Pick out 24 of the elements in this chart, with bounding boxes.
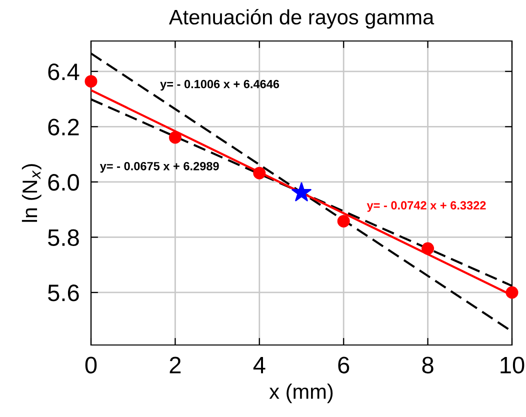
y-tick-label: 6.0: [48, 174, 79, 191]
x-tick-label: 10: [500, 356, 524, 374]
annotation: y= - 0.1006 x + 6.4646: [160, 80, 280, 91]
y-tick-label: 6.2: [48, 118, 79, 136]
point: [84, 75, 98, 88]
y-tick-label: 5.8: [48, 229, 79, 246]
x-axis-title: x (mm): [269, 384, 333, 404]
y-tick-label: 5.6: [48, 284, 79, 302]
point: [422, 242, 434, 255]
point: [168, 131, 182, 144]
point: [506, 286, 518, 299]
chart-title: Atenuación de rayos gamma: [168, 8, 434, 29]
x-tick-label: 0: [85, 356, 97, 374]
point: [337, 214, 350, 228]
x-tick-label: 8: [422, 356, 434, 374]
annotation: y= - 0.0742 x + 6.3322: [366, 201, 486, 212]
x-tick-label: 2: [170, 356, 181, 374]
y-tick-label: 6.4: [48, 63, 80, 80]
point: [253, 166, 266, 180]
point: [292, 182, 312, 202]
y-axis-title: ln (N$_{x}$): [22, 164, 42, 222]
annotation: y= - 0.0675 x + 6.2989: [100, 162, 219, 173]
x-tick-label: 6: [338, 356, 350, 374]
x-tick-label: 4: [253, 356, 266, 374]
